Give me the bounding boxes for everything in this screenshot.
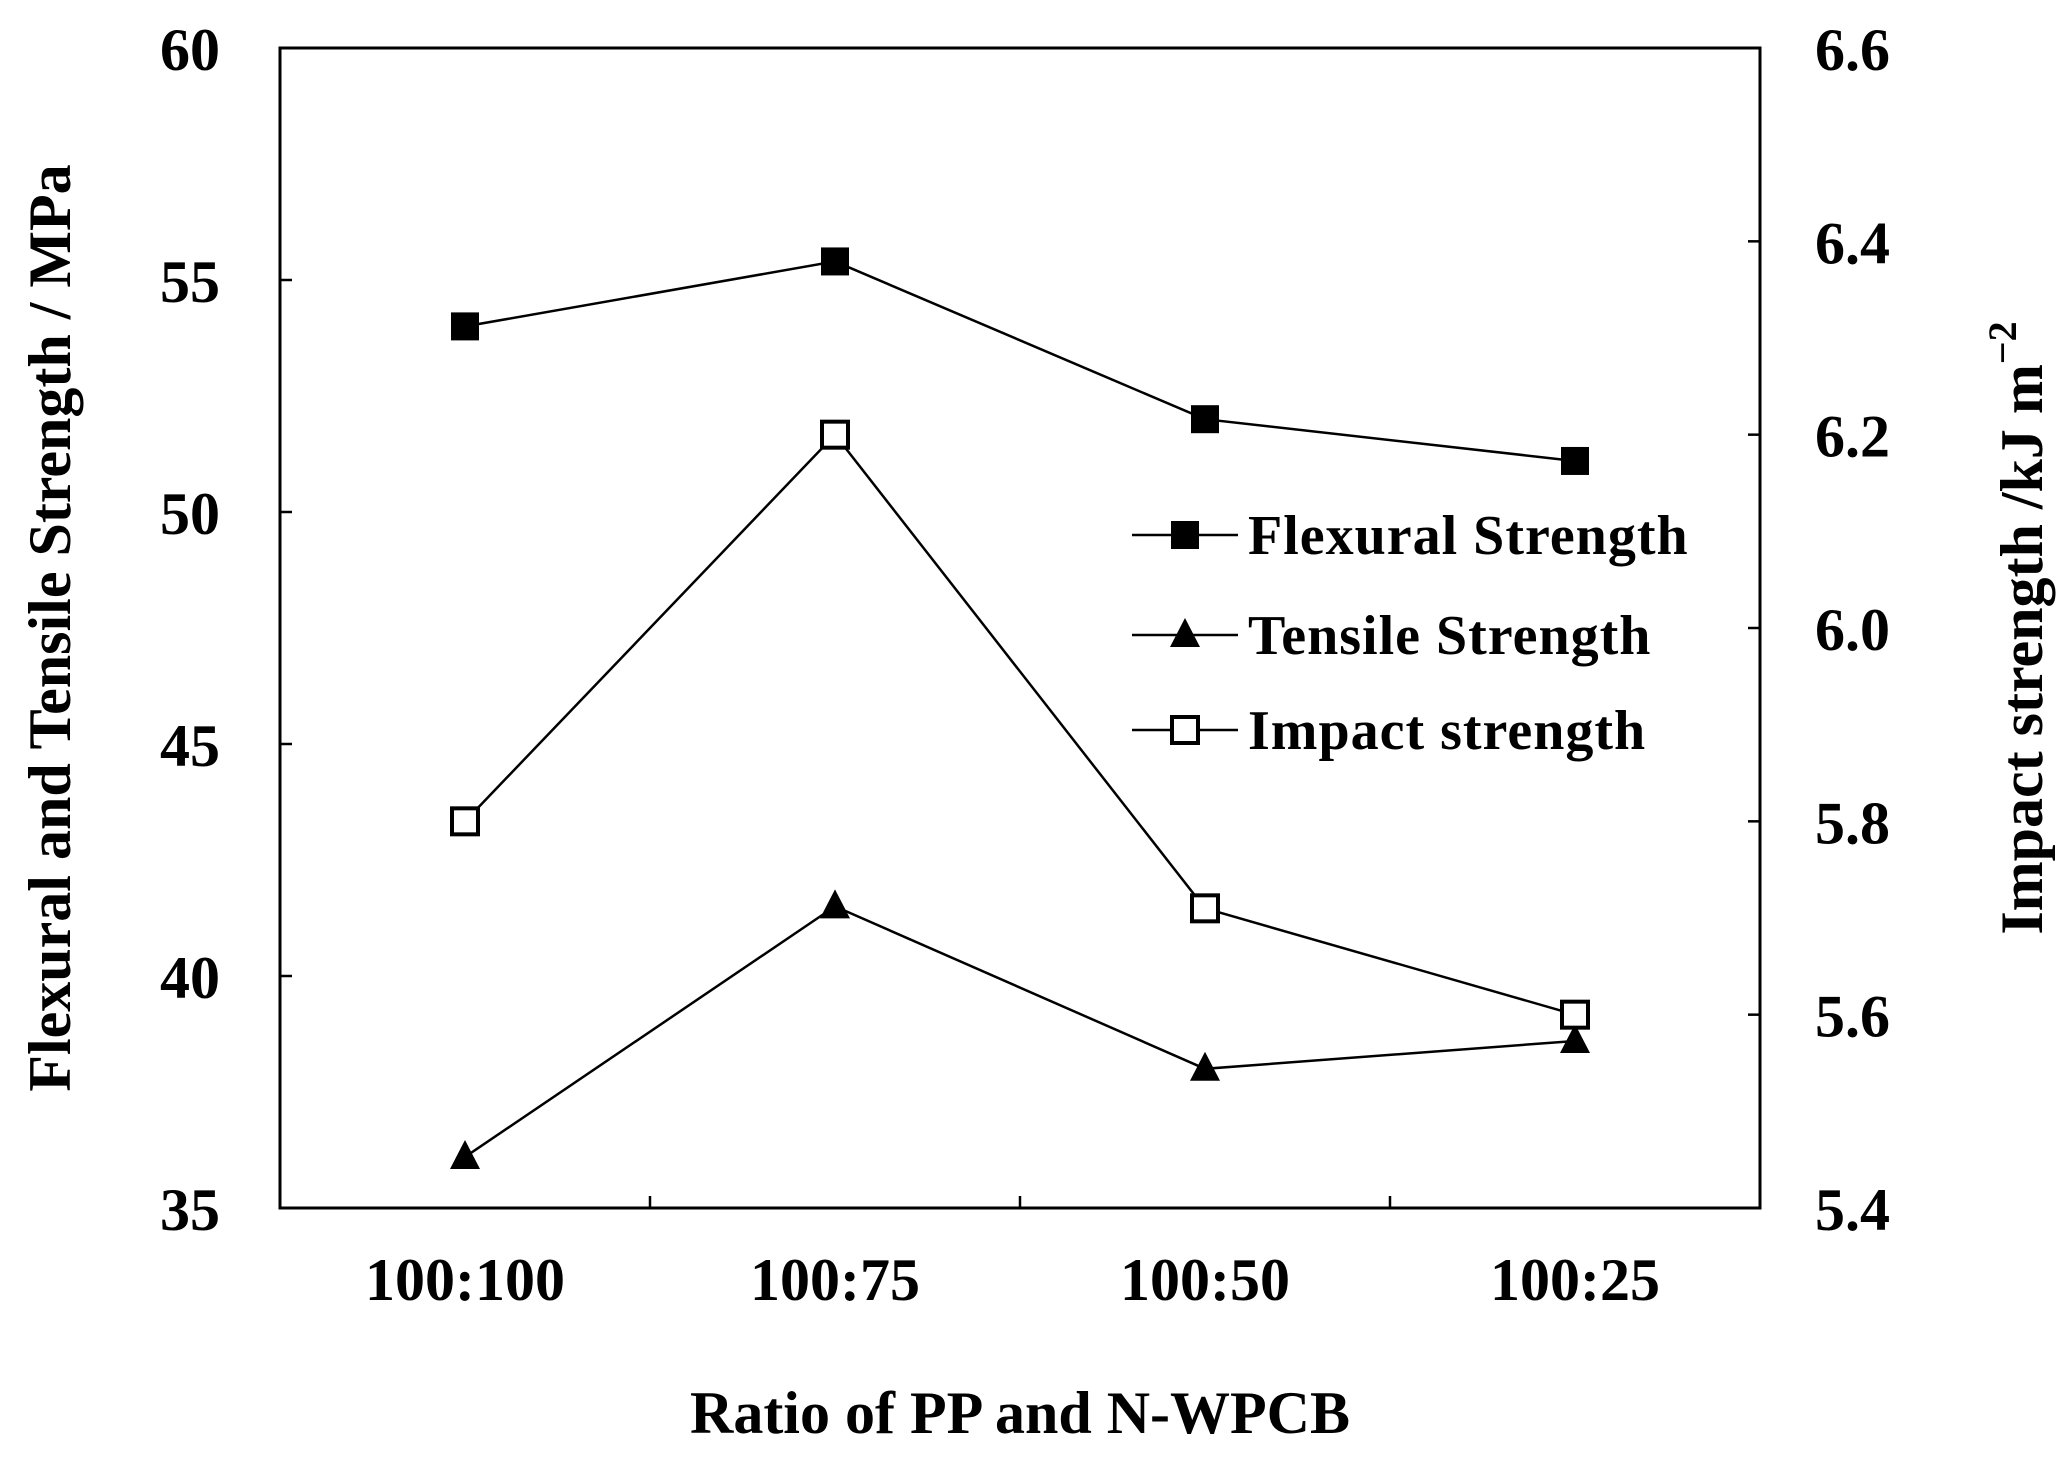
legend-label: Tensile Strength [1248,605,1651,667]
x-axis-title: Ratio of PP and N-WPCB [690,1380,1350,1446]
y-tick-label-right: 5.4 [1815,1177,1890,1243]
data-point-2 [450,806,480,837]
y-axis-title-right: Impact strength /kJ m−2 [1980,321,2055,934]
data-point-0 [451,312,479,341]
y-tick-label-right: 5.6 [1815,984,1890,1050]
x-tick-label: 100:100 [365,1247,565,1313]
series-line-0 [464,260,1576,463]
data-point-2 [1190,893,1220,924]
series-layer [450,247,1590,1169]
data-point-2 [820,419,850,450]
legend-marker [1170,618,1200,647]
y-tick-label-right: 6.4 [1815,210,1890,276]
y-ticks-left: 35 40 45 50 55 60 [160,17,292,1243]
data-point-0 [821,247,849,276]
data-point-0 [1191,405,1219,434]
y-tick-label-left: 60 [160,17,220,83]
y-axis-title-right-main: Impact strength /kJ m [1989,364,2055,935]
x-tick-label: 100:50 [1120,1247,1290,1313]
series-line-2 [464,432,1576,1016]
data-point-2 [1560,999,1590,1030]
y-tick-label-left: 50 [160,481,220,547]
y-tick-label-right: 5.8 [1815,790,1890,856]
legend-marker [1170,715,1200,745]
y-tick-label-left: 35 [160,1177,220,1243]
y-tick-label-left: 40 [160,945,220,1011]
legend-label: Impact strength [1248,700,1646,762]
data-point-1 [1560,1023,1590,1053]
x-ticks: 100:100 100:75 100:50 100:25 [365,1196,1660,1313]
x-tick-label: 100:75 [750,1247,920,1313]
data-point-1 [820,889,850,919]
legend-label: Flexural Strength [1248,505,1689,567]
legend-marker [1171,521,1199,549]
data-point-1 [1190,1051,1220,1081]
y-tick-label-right: 6.6 [1815,17,1890,83]
y-axis-title-left: Flexural and Tensile Strength / MPa [17,164,83,1091]
data-point-0 [1561,446,1589,475]
y-tick-label-right: 6.0 [1815,597,1890,663]
y-ticks-right: 5.4 5.6 5.8 6.0 6.2 6.4 6.6 [1748,17,1890,1243]
legend: Flexural Strength Tensile Strength Impact … [1132,505,1689,762]
data-point-1 [450,1139,480,1169]
y-tick-label-left: 45 [160,713,220,779]
x-tick-label: 100:25 [1490,1247,1660,1313]
series-line-1 [464,904,1576,1158]
y-tick-label-right: 6.2 [1815,404,1890,470]
y-axis-title-right-sup: −2 [1980,321,2025,364]
y-tick-label-left: 55 [160,249,220,315]
